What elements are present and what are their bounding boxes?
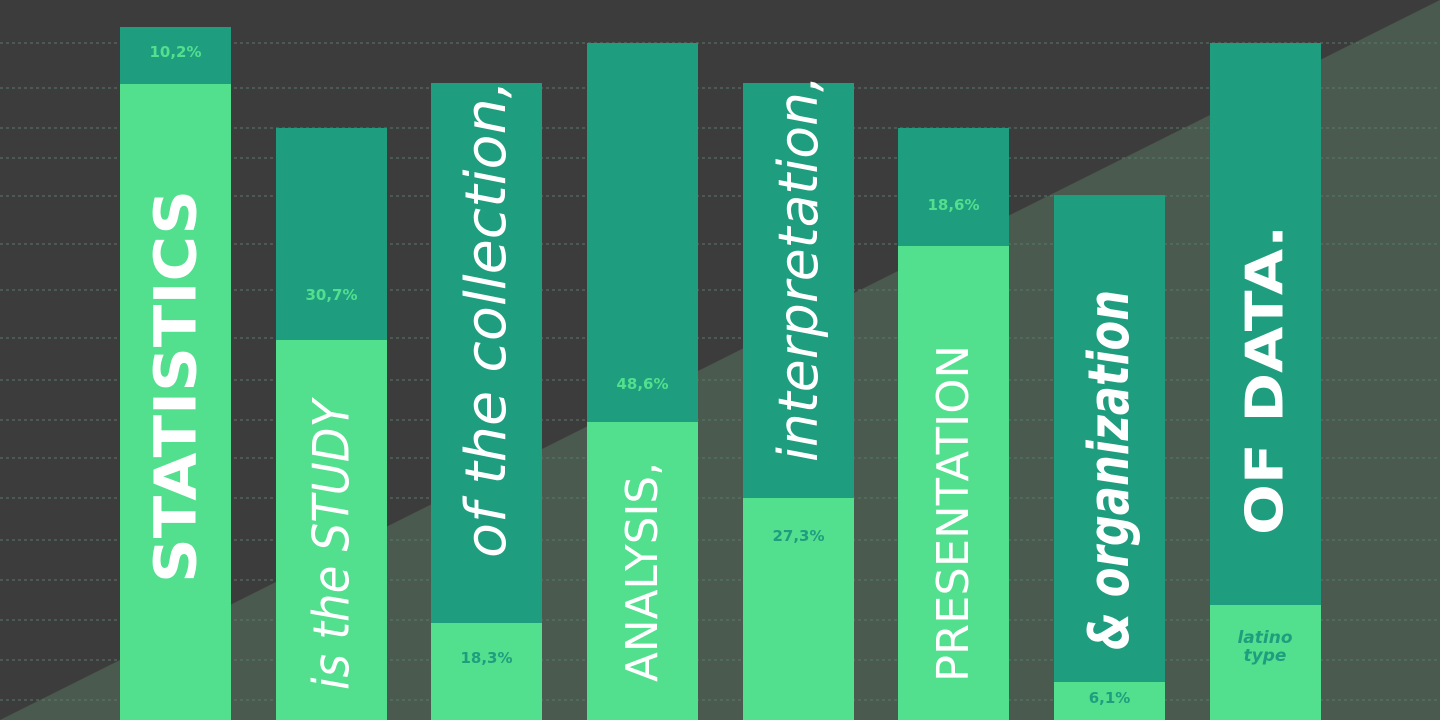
bar-bottom bbox=[1054, 682, 1165, 720]
bar-top bbox=[1210, 43, 1321, 605]
bar-top bbox=[743, 83, 854, 498]
column: OF DATA. bbox=[1210, 43, 1321, 720]
column-text: STATISTICS bbox=[142, 190, 210, 583]
grid bbox=[0, 42, 1440, 701]
bar-top bbox=[587, 43, 698, 422]
column: 48,6% ANALYSIS, bbox=[587, 43, 698, 720]
bar-top bbox=[431, 83, 542, 623]
bar-bottom bbox=[898, 246, 1009, 720]
percent-label: 18,6% bbox=[927, 196, 979, 214]
bar-bottom bbox=[743, 498, 854, 720]
column: 18,3% of the collection, bbox=[431, 80, 542, 720]
column-text: of the collection, bbox=[454, 80, 519, 558]
bar-bottom bbox=[587, 422, 698, 720]
bar-bottom bbox=[1210, 605, 1321, 720]
percent-label: 48,6% bbox=[616, 375, 668, 393]
bar-top bbox=[276, 128, 387, 340]
column: 18,6% PRESENTATION bbox=[898, 128, 1009, 720]
column: 6,1% & organization bbox=[1054, 195, 1165, 720]
column-text: interpretation, bbox=[767, 75, 830, 462]
bar-top bbox=[120, 27, 231, 84]
percent-label: 30,7% bbox=[305, 286, 357, 304]
logo-line: type bbox=[1244, 646, 1287, 666]
bar-bottom bbox=[431, 623, 542, 720]
bar-bottom bbox=[276, 340, 387, 720]
column: 10,2% STATISTICS bbox=[120, 27, 231, 720]
percent-label: 10,2% bbox=[149, 43, 201, 61]
column: 27,3% interpretation, bbox=[743, 75, 854, 720]
bars: 10,2% STATISTICS 30,7% is the STUDY 18,3% of … bbox=[120, 27, 1321, 720]
column-text: & organization bbox=[1077, 290, 1142, 650]
column-text: OF DATA. bbox=[1236, 225, 1296, 535]
bar-top bbox=[898, 128, 1009, 246]
percent-label: 27,3% bbox=[772, 527, 824, 545]
bar-top bbox=[1054, 195, 1165, 682]
percent-label: 18,3% bbox=[460, 649, 512, 667]
column-text: is the STUDY bbox=[303, 397, 361, 690]
bar-bottom bbox=[120, 84, 231, 720]
column: 30,7% is the STUDY bbox=[276, 128, 387, 720]
column-text: ANALYSIS, bbox=[617, 462, 668, 682]
logo-line: latino bbox=[1237, 628, 1292, 648]
column-text: PRESENTATION bbox=[928, 345, 979, 682]
percent-label: 6,1% bbox=[1089, 689, 1131, 707]
